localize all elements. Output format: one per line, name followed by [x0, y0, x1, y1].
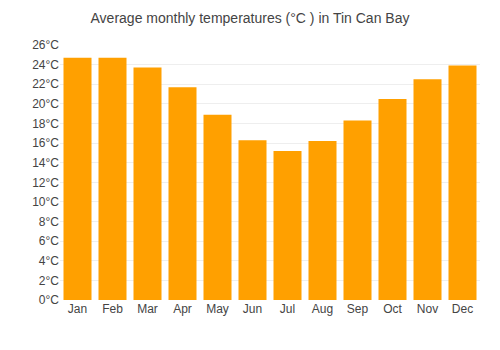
- svg-text:8°C: 8°C: [39, 215, 59, 229]
- svg-text:Nov: Nov: [417, 302, 438, 316]
- svg-text:12°C: 12°C: [32, 176, 59, 190]
- svg-text:May: May: [206, 302, 229, 316]
- svg-text:18°C: 18°C: [32, 117, 59, 131]
- svg-text:24°C: 24°C: [32, 58, 59, 72]
- svg-text:Feb: Feb: [102, 302, 123, 316]
- svg-text:Jul: Jul: [280, 302, 295, 316]
- svg-text:Average monthly temperatures (: Average monthly temperatures (°C ) in Ti…: [91, 10, 410, 26]
- svg-text:Jun: Jun: [243, 302, 262, 316]
- svg-text:10°C: 10°C: [32, 195, 59, 209]
- svg-text:16°C: 16°C: [32, 136, 59, 150]
- svg-text:4°C: 4°C: [39, 254, 59, 268]
- svg-text:0°C: 0°C: [39, 293, 59, 307]
- svg-text:Oct: Oct: [383, 302, 402, 316]
- svg-text:Sep: Sep: [347, 302, 369, 316]
- svg-text:22°C: 22°C: [32, 77, 59, 91]
- svg-text:Apr: Apr: [173, 302, 192, 316]
- svg-text:Jan: Jan: [68, 302, 87, 316]
- svg-text:Mar: Mar: [137, 302, 158, 316]
- svg-text:2°C: 2°C: [39, 274, 59, 288]
- svg-text:6°C: 6°C: [39, 234, 59, 248]
- svg-text:Aug: Aug: [312, 302, 333, 316]
- svg-text:26°C: 26°C: [32, 38, 59, 52]
- svg-text:Dec: Dec: [452, 302, 473, 316]
- svg-text:14°C: 14°C: [32, 156, 59, 170]
- svg-text:20°C: 20°C: [32, 97, 59, 111]
